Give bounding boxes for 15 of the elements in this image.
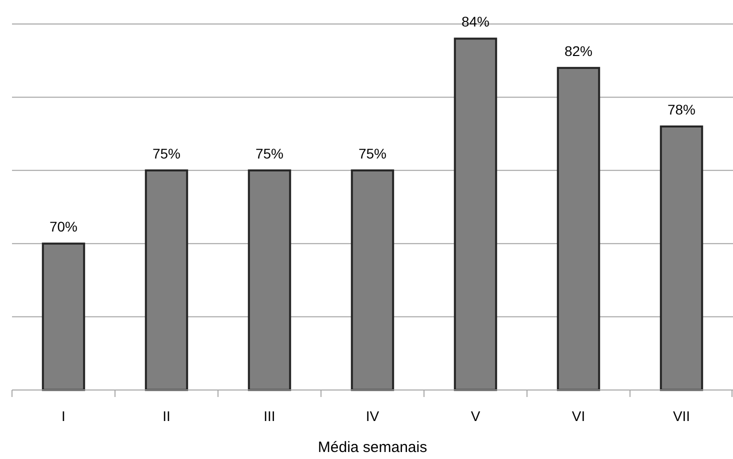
data-label: 75% xyxy=(358,145,387,162)
x-tick-label: IV xyxy=(366,408,380,424)
x-tick-label: V xyxy=(470,408,481,424)
data-label: 75% xyxy=(152,145,181,162)
data-label: 82% xyxy=(564,42,593,59)
x-tick-label: I xyxy=(62,408,66,424)
x-tick-label: III xyxy=(264,408,276,424)
data-label: 84% xyxy=(461,14,490,30)
data-label: 75% xyxy=(255,145,284,162)
x-tick-label: VI xyxy=(572,408,586,424)
x-tick-label: VII xyxy=(672,408,690,424)
data-label: 78% xyxy=(667,101,696,118)
x-axis-title: Média semanais xyxy=(318,439,428,456)
data-label: 70% xyxy=(49,218,78,235)
x-tick-label: II xyxy=(162,408,170,424)
